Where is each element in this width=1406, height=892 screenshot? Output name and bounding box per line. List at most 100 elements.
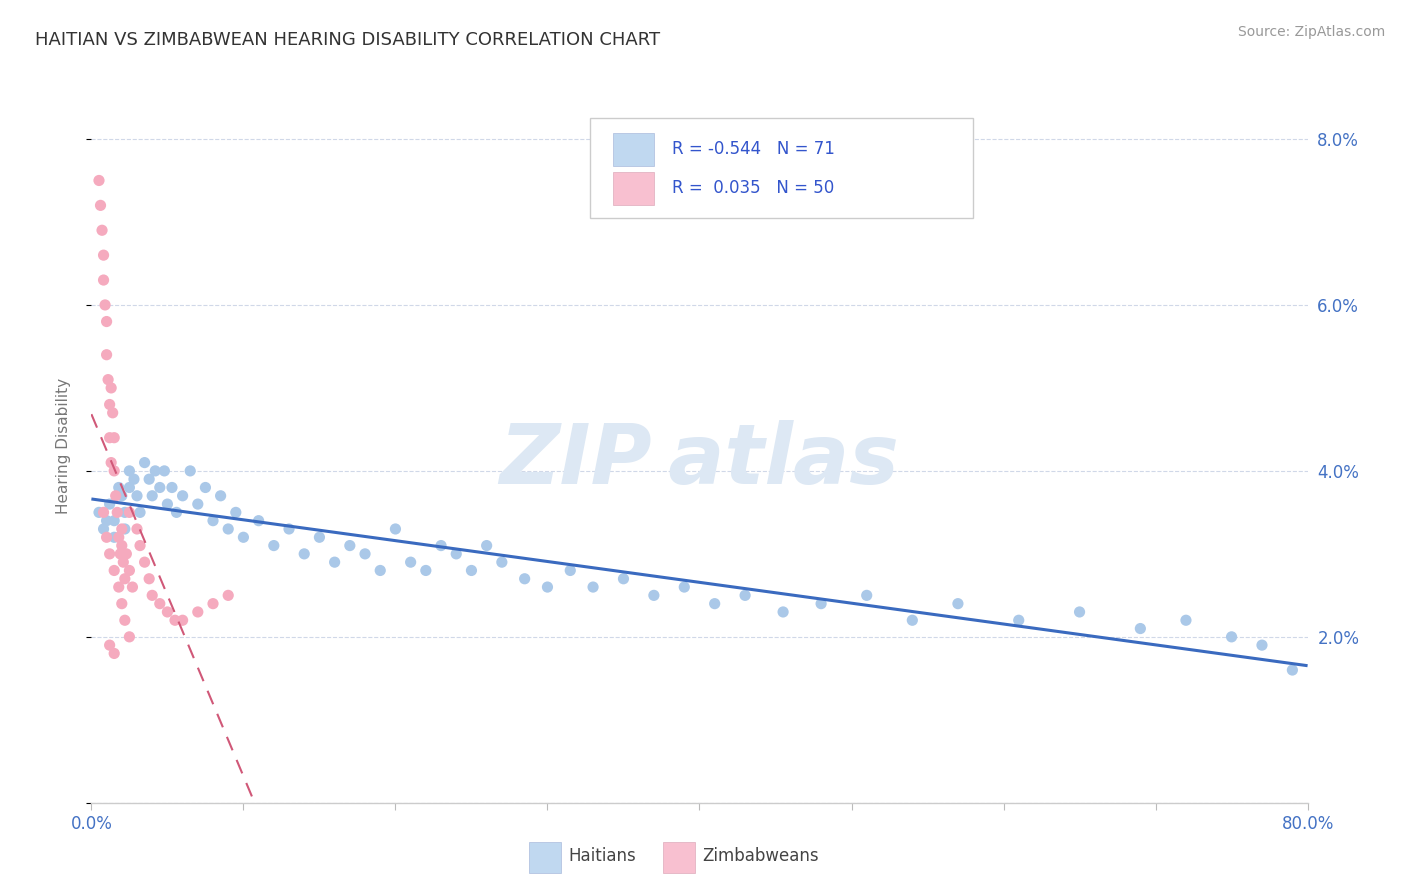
Point (217, 522, 239, 536)
Point (100, 381, 122, 395)
Point (513, 572, 536, 586)
Point (98, 547, 121, 561)
Point (946, 597, 969, 611)
Point (129, 539, 152, 553)
Text: Zimbabweans: Zimbabweans (702, 847, 818, 865)
Point (98, 397, 121, 411)
Point (134, 456, 156, 470)
Point (118, 505, 141, 519)
Point (110, 547, 132, 561)
Point (163, 613, 186, 627)
Point (134, 555, 156, 569)
Point (263, 539, 285, 553)
Point (98, 638, 121, 652)
Point (1251, 638, 1274, 652)
Point (111, 489, 134, 503)
Point (111, 539, 134, 553)
Point (1069, 605, 1091, 619)
Point (96, 314, 118, 328)
Point (536, 580, 558, 594)
Point (141, 588, 163, 602)
Point (87, 173, 110, 187)
Point (202, 597, 225, 611)
Point (415, 564, 437, 578)
Point (491, 555, 513, 569)
Point (103, 564, 125, 578)
Point (104, 489, 127, 503)
Point (179, 464, 201, 478)
Text: R = -0.544   N = 71: R = -0.544 N = 71 (672, 140, 834, 158)
Point (118, 564, 141, 578)
Point (217, 588, 239, 602)
FancyBboxPatch shape (591, 118, 973, 218)
FancyBboxPatch shape (529, 842, 561, 873)
Point (810, 597, 832, 611)
Point (1008, 613, 1031, 627)
Point (384, 522, 406, 536)
Point (114, 613, 136, 627)
Point (107, 481, 129, 495)
Point (103, 464, 125, 478)
Point (118, 630, 141, 644)
Point (247, 514, 270, 528)
Point (187, 497, 209, 511)
Point (153, 464, 176, 478)
Point (129, 505, 152, 519)
Point (278, 522, 301, 536)
Point (225, 505, 247, 519)
Point (194, 481, 217, 495)
Point (354, 547, 377, 561)
Point (114, 522, 136, 536)
Point (101, 406, 124, 420)
Text: Haitians: Haitians (568, 847, 636, 865)
Point (172, 489, 194, 503)
Point (111, 522, 134, 536)
Point (138, 472, 160, 486)
Point (444, 547, 467, 561)
Point (93, 248, 115, 262)
Point (107, 580, 129, 594)
Point (138, 572, 160, 586)
Point (643, 588, 665, 602)
Point (103, 431, 125, 445)
Point (160, 481, 183, 495)
Text: ZIP atlas: ZIP atlas (499, 420, 900, 500)
Point (115, 547, 138, 561)
Point (368, 564, 391, 578)
Point (172, 613, 194, 627)
Text: Source: ZipAtlas.com: Source: ZipAtlas.com (1237, 25, 1385, 39)
Point (89, 198, 111, 212)
Point (98, 431, 121, 445)
FancyBboxPatch shape (613, 171, 654, 204)
Point (114, 505, 136, 519)
Point (93, 522, 115, 536)
Point (149, 597, 172, 611)
Point (772, 605, 794, 619)
Point (103, 514, 125, 528)
Point (156, 605, 179, 619)
Point (93, 273, 115, 287)
Point (323, 555, 346, 569)
Point (308, 530, 330, 544)
Point (734, 588, 756, 602)
Point (399, 555, 422, 569)
Point (118, 481, 141, 495)
Y-axis label: Hearing Disability: Hearing Disability (56, 378, 70, 514)
Point (855, 588, 877, 602)
Point (703, 597, 725, 611)
Point (582, 580, 605, 594)
Point (209, 489, 232, 503)
Point (901, 613, 924, 627)
Point (87, 505, 110, 519)
Point (100, 456, 122, 470)
Point (91, 223, 114, 237)
Point (111, 597, 134, 611)
Point (105, 505, 128, 519)
Point (103, 647, 125, 661)
Point (292, 547, 315, 561)
Point (430, 539, 453, 553)
Point (107, 530, 129, 544)
Point (202, 514, 225, 528)
Point (1220, 630, 1243, 644)
Point (339, 539, 361, 553)
